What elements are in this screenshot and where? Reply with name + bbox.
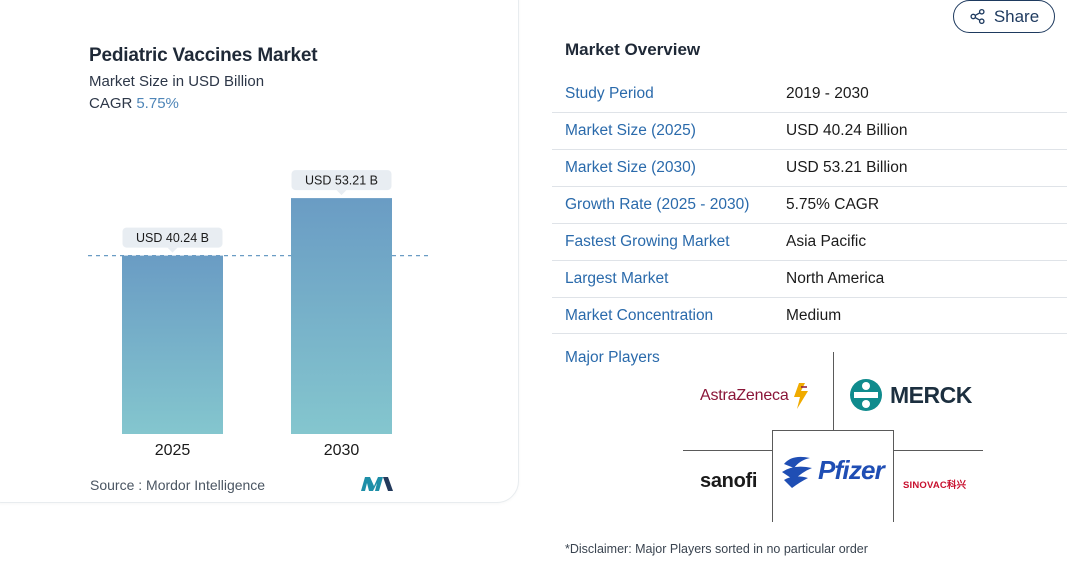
overview-row-study-period: Study Period 2019 - 2030: [552, 76, 1067, 113]
overview-value: 5.75% CAGR: [786, 196, 880, 213]
disclaimer-text: *Disclaimer: Major Players sorted in no …: [565, 542, 868, 556]
overview-label[interactable]: Market Size (2030): [565, 159, 696, 176]
cagr-value: 5.75%: [136, 95, 179, 112]
overview-label[interactable]: Growth Rate (2025 - 2030): [565, 196, 750, 213]
overview-title: Market Overview: [565, 40, 701, 59]
overview-value: Asia Pacific: [786, 233, 867, 250]
cagr-label: CAGR: [89, 95, 133, 112]
sanofi-logo: sanofi: [700, 470, 758, 492]
overview-table: Study Period 2019 - 2030 Market Size (20…: [552, 76, 1067, 334]
bar-2025: [122, 255, 223, 434]
merck-logo: MERCK: [848, 377, 972, 413]
pfizer-wordmark: Pfizer: [818, 454, 885, 485]
overview-value: Medium: [786, 306, 842, 324]
data-label-bg: [291, 170, 392, 191]
data-label-pointer: [167, 247, 178, 253]
overview-value: USD 53.21 Billion: [786, 159, 908, 176]
overview-row-market-size-2030: Market Size (2030) USD 53.21 Billion: [552, 150, 1067, 187]
pfizer-logo: Pfizer: [780, 450, 885, 490]
mordor-intelligence-logo: [361, 477, 393, 491]
chart-subtitle: Market Size in USD Billion: [89, 73, 265, 90]
grid-divider: [772, 430, 773, 522]
chart-card: [0, 0, 519, 503]
astrazeneca-mark: [793, 383, 808, 409]
source-text: Source : Mordor Intelligence: [90, 477, 266, 493]
cagr-row: CAGR 5.75%: [89, 95, 179, 112]
overview-row-market-size-2025: Market Size (2025) USD 40.24 Billion: [552, 113, 1067, 150]
overview-label[interactable]: Market Size (2025): [565, 122, 696, 139]
major-players-grid: [683, 352, 983, 522]
merck-mark: [850, 379, 882, 411]
overview-row-fastest-growing: Fastest Growing Market Asia Pacific: [552, 224, 1067, 261]
category-label: 2025: [155, 442, 191, 459]
overview-row-growth-rate: Growth Rate (2025 - 2030) 5.75% CAGR: [552, 187, 1067, 224]
grid-divider: [893, 430, 894, 522]
overview-row-concentration: Market Concentration Medium: [552, 298, 1067, 334]
bar-chart: USD 40.24 B 2025 USD 53.21 B 2030: [88, 170, 430, 459]
grid-divider: [772, 430, 894, 431]
bar-2030: [291, 198, 392, 434]
category-label: 2030: [324, 442, 360, 459]
overview-value: USD 40.24 Billion: [786, 122, 908, 139]
overview-value: North America: [786, 270, 885, 287]
sinovac-logo: SINOVAC科兴: [903, 480, 967, 491]
overview-label[interactable]: Market Concentration: [565, 306, 714, 324]
grid-divider: [833, 352, 834, 430]
merck-wordmark: MERCK: [890, 381, 972, 408]
overview-value: 2019 - 2030: [786, 85, 869, 102]
major-players-label[interactable]: Major Players: [565, 349, 660, 366]
chart-title: Pediatric Vaccines Market: [89, 45, 318, 66]
data-label-pointer: [336, 190, 347, 196]
data-label: USD 40.24 B: [136, 231, 209, 245]
overview-label[interactable]: Largest Market: [565, 270, 669, 287]
astrazeneca-wordmark: AstraZeneca: [700, 387, 789, 404]
grid-divider: [683, 450, 773, 451]
astrazeneca-logo: AstraZeneca: [700, 380, 813, 412]
pfizer-mark: [782, 456, 812, 488]
data-label: USD 53.21 B: [305, 174, 378, 188]
share-label: Share: [993, 6, 1040, 26]
share-icon: [970, 8, 985, 25]
overview-label[interactable]: Fastest Growing Market: [565, 233, 730, 250]
overview-row-largest-market: Largest Market North America: [552, 261, 1067, 298]
share-button[interactable]: Share: [953, 0, 1055, 33]
data-label-bg: [122, 227, 223, 248]
overview-label[interactable]: Study Period: [565, 85, 654, 102]
grid-divider: [893, 450, 983, 451]
